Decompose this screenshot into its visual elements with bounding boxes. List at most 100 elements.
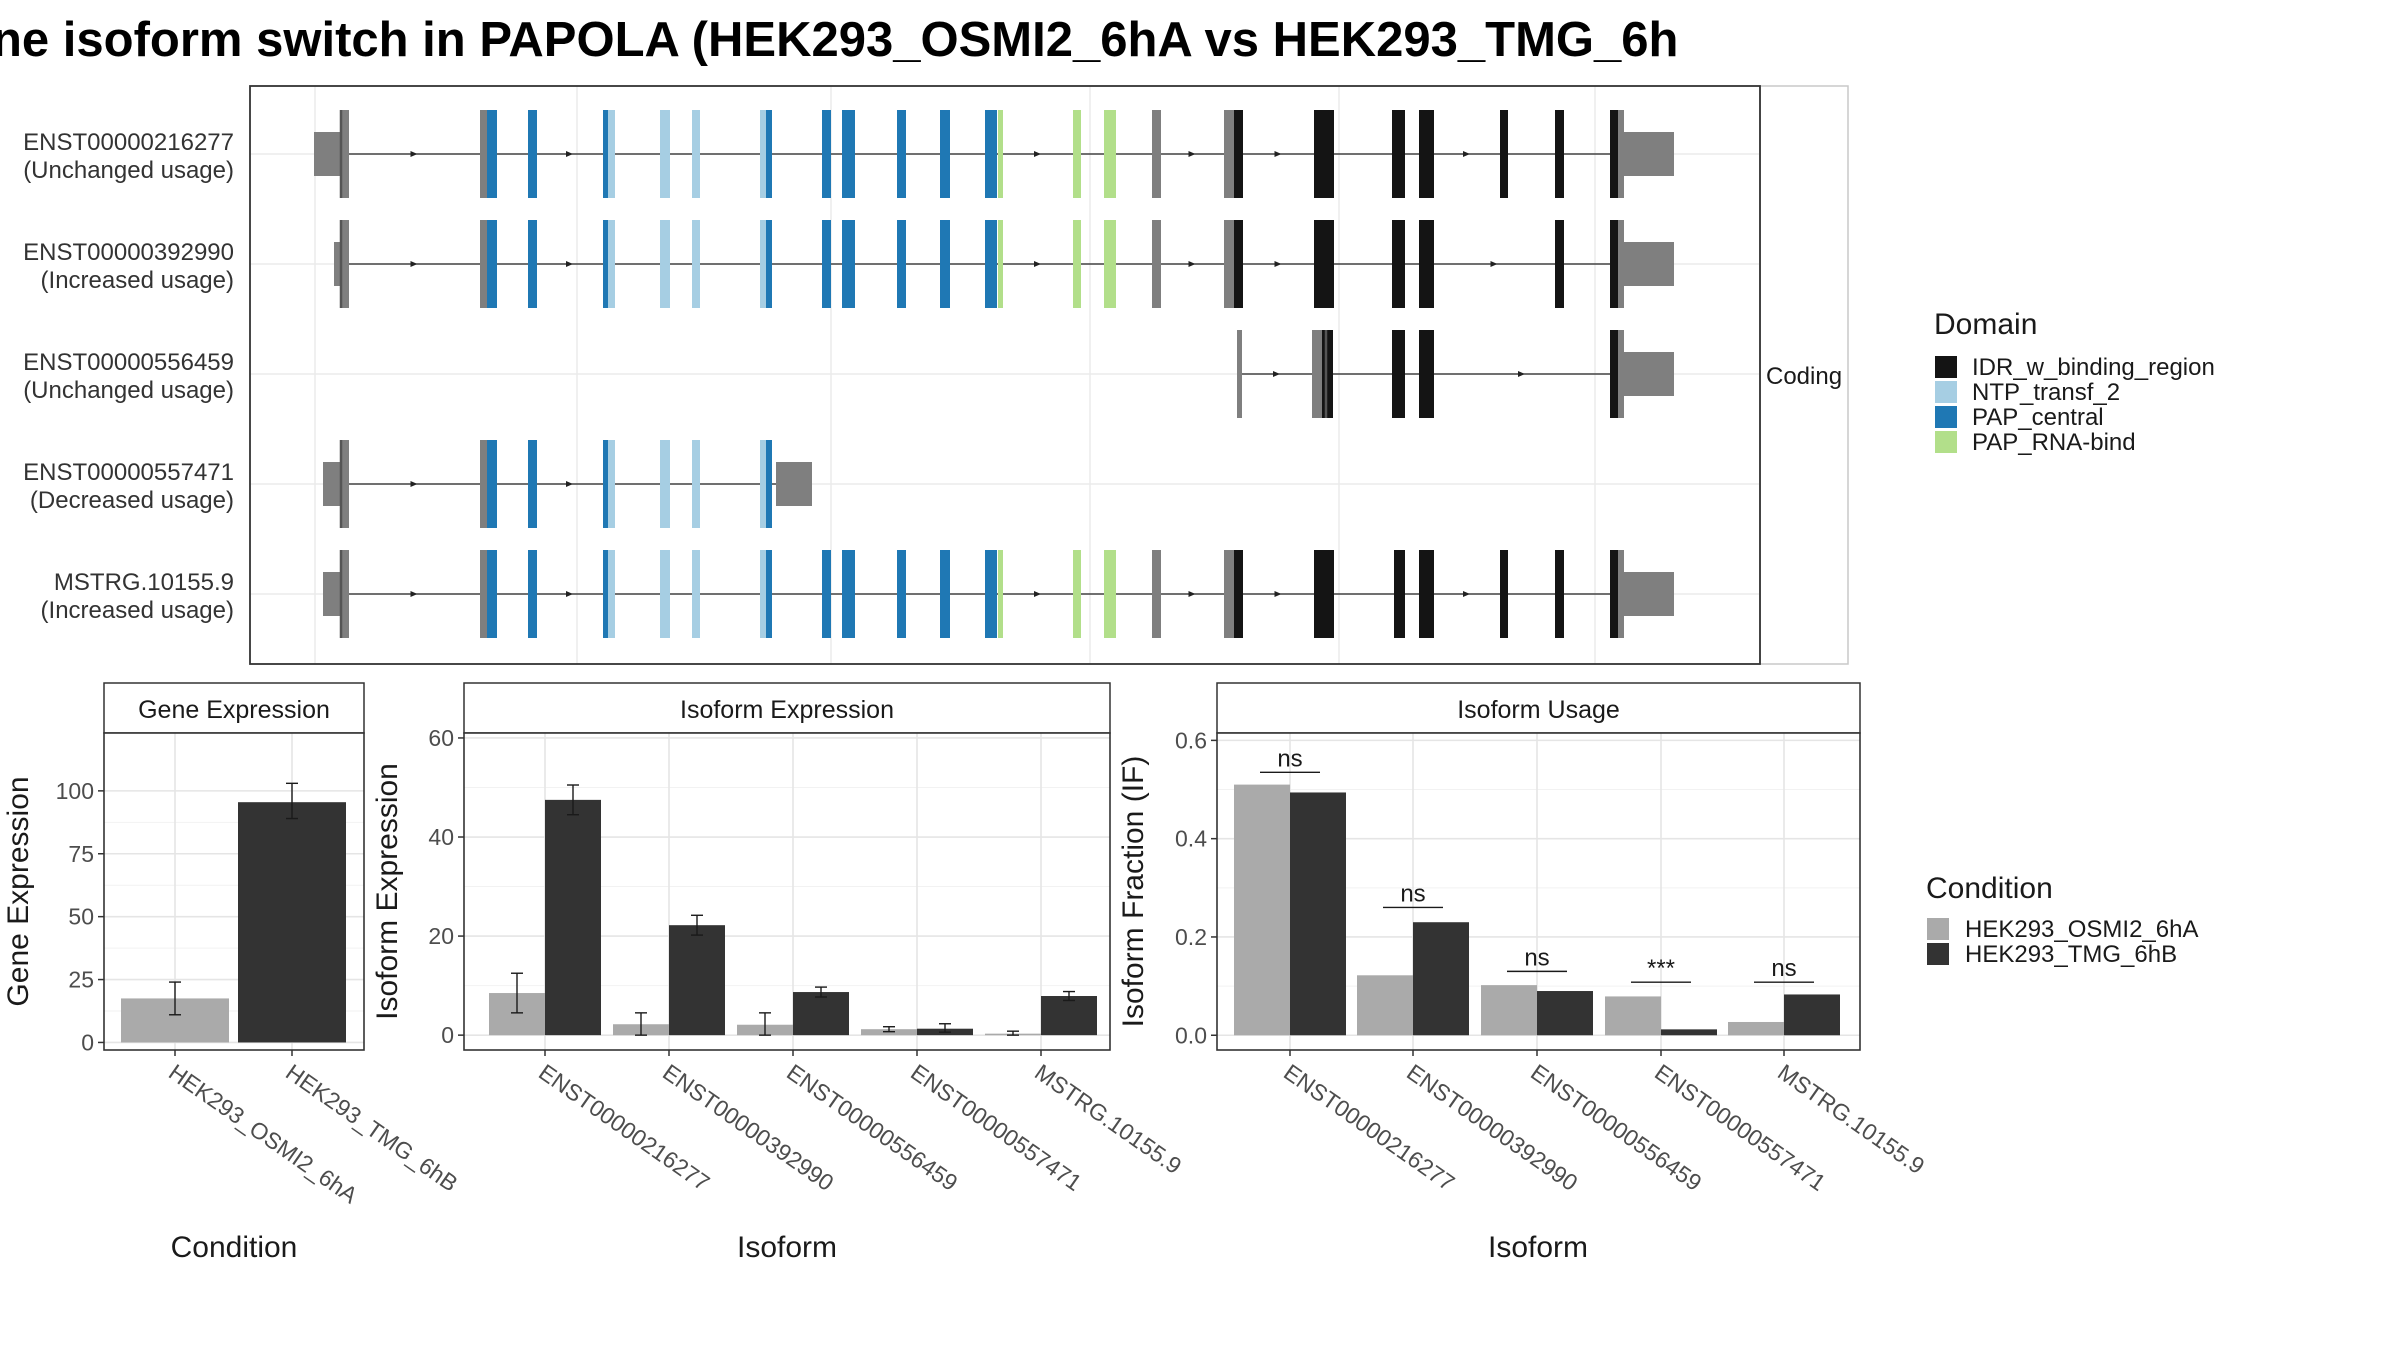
y-tick-label: 0.4 bbox=[1175, 826, 1207, 852]
bar-charts: Gene Expression 0 25 50 75 100 HEK293_OSMI2_6h… bbox=[2, 682, 1929, 1264]
bar bbox=[1234, 784, 1290, 1036]
figure-title: ne isoform switch in PAPOLA (HEK293_OSMI… bbox=[0, 13, 1678, 67]
bar bbox=[1605, 996, 1661, 1036]
exon bbox=[480, 440, 490, 528]
y-tick-label: 100 bbox=[56, 778, 94, 804]
exon bbox=[766, 440, 772, 528]
y-tick-label: 40 bbox=[428, 824, 454, 850]
exon bbox=[940, 220, 950, 308]
y-tick-label: 50 bbox=[68, 904, 94, 930]
utr-3prime bbox=[1624, 352, 1674, 396]
exon bbox=[341, 550, 349, 638]
exon bbox=[897, 550, 906, 638]
exon bbox=[1392, 220, 1405, 308]
exon bbox=[1392, 110, 1405, 198]
exon bbox=[1555, 220, 1564, 308]
transcript-usage-label: (Decreased usage) bbox=[30, 487, 234, 514]
strand-arrow-icon bbox=[1034, 151, 1041, 157]
exon bbox=[603, 440, 608, 528]
exon bbox=[1419, 110, 1434, 198]
exon bbox=[1419, 550, 1434, 638]
exon bbox=[528, 220, 537, 308]
utr-5prime bbox=[334, 242, 341, 286]
transcript-id-label: MSTRG.10155.9 bbox=[54, 569, 234, 596]
exon bbox=[822, 110, 831, 198]
strand-arrow-icon bbox=[566, 151, 573, 157]
strand-arrow-icon bbox=[1034, 591, 1041, 597]
y-tick-label: 60 bbox=[428, 725, 454, 751]
y-tick-label: 0 bbox=[81, 1029, 94, 1055]
x-axis-title: Isoform bbox=[737, 1231, 837, 1264]
domain-legend: DomainIDR_w_binding_regionNTP_transf_2PA… bbox=[1934, 308, 2215, 456]
legend-label: IDR_w_binding_region bbox=[1972, 354, 2215, 381]
exon bbox=[1314, 550, 1334, 638]
exon bbox=[692, 220, 700, 308]
exon bbox=[608, 440, 615, 528]
transcript-id-label: ENST00000216277 bbox=[23, 129, 234, 156]
exon bbox=[528, 550, 537, 638]
exon bbox=[603, 550, 608, 638]
chart-panel: Isoform Expression0204060ENST00000216277… bbox=[371, 682, 1186, 1264]
exon bbox=[1328, 330, 1333, 418]
bar bbox=[1537, 991, 1593, 1036]
utr-3prime bbox=[1624, 572, 1674, 616]
strand-arrow-icon bbox=[1490, 261, 1498, 267]
facet-strip bbox=[1759, 85, 1849, 665]
x-axis-title: Isoform bbox=[1488, 1231, 1588, 1264]
strand-arrow-icon bbox=[410, 591, 418, 597]
exon bbox=[487, 440, 497, 528]
exon bbox=[528, 440, 537, 528]
bar bbox=[545, 799, 601, 1036]
strand-arrow-icon bbox=[410, 151, 418, 157]
bar bbox=[1661, 1029, 1717, 1036]
y-tick-label: 0.0 bbox=[1175, 1022, 1207, 1048]
exon bbox=[1312, 330, 1322, 418]
transcript-usage-label: (Increased usage) bbox=[41, 597, 234, 624]
exon bbox=[1224, 550, 1234, 638]
exon bbox=[1073, 220, 1081, 308]
exon bbox=[1314, 110, 1334, 198]
strand-arrow-icon bbox=[1274, 261, 1282, 267]
legend-swatch bbox=[1927, 918, 1949, 940]
bar bbox=[1041, 996, 1097, 1036]
significance-label: ns bbox=[1400, 880, 1425, 907]
exon bbox=[1392, 330, 1405, 418]
exon bbox=[842, 110, 855, 198]
bar bbox=[793, 992, 849, 1036]
bar bbox=[1413, 922, 1469, 1036]
bar bbox=[1784, 994, 1840, 1036]
exon bbox=[822, 550, 831, 638]
bar bbox=[669, 925, 725, 1036]
transcript-structure-panel: ENST00000216277(Unchanged usage)ENST0000… bbox=[23, 85, 1849, 665]
exon bbox=[842, 550, 855, 638]
exon bbox=[1152, 110, 1161, 198]
exon bbox=[660, 550, 670, 638]
exon bbox=[603, 220, 608, 308]
exon bbox=[692, 550, 700, 638]
panel-title: Isoform Expression bbox=[680, 696, 894, 724]
exon bbox=[1104, 220, 1116, 308]
strand-arrow-icon bbox=[1463, 151, 1470, 157]
exon bbox=[1500, 550, 1508, 638]
exon bbox=[1073, 110, 1081, 198]
transcript-id-label: ENST00000556459 bbox=[23, 349, 234, 376]
significance-label: ns bbox=[1524, 944, 1549, 971]
exon bbox=[760, 220, 766, 308]
legend-label: PAP_RNA-bind bbox=[1972, 429, 2136, 456]
exon bbox=[480, 550, 490, 638]
y-tick-label: 0.6 bbox=[1175, 727, 1207, 753]
exon bbox=[822, 220, 831, 308]
exon bbox=[1618, 550, 1624, 638]
exon bbox=[998, 550, 1003, 638]
exon bbox=[1419, 220, 1434, 308]
exon bbox=[1394, 550, 1405, 638]
significance-label: *** bbox=[1647, 955, 1675, 982]
exon bbox=[1234, 550, 1243, 638]
bar bbox=[1290, 792, 1346, 1036]
utr-5prime bbox=[314, 132, 341, 176]
exon bbox=[608, 550, 615, 638]
utr-3prime bbox=[1624, 132, 1674, 176]
exon bbox=[341, 110, 349, 198]
exon bbox=[760, 440, 766, 528]
exon bbox=[1610, 550, 1618, 638]
